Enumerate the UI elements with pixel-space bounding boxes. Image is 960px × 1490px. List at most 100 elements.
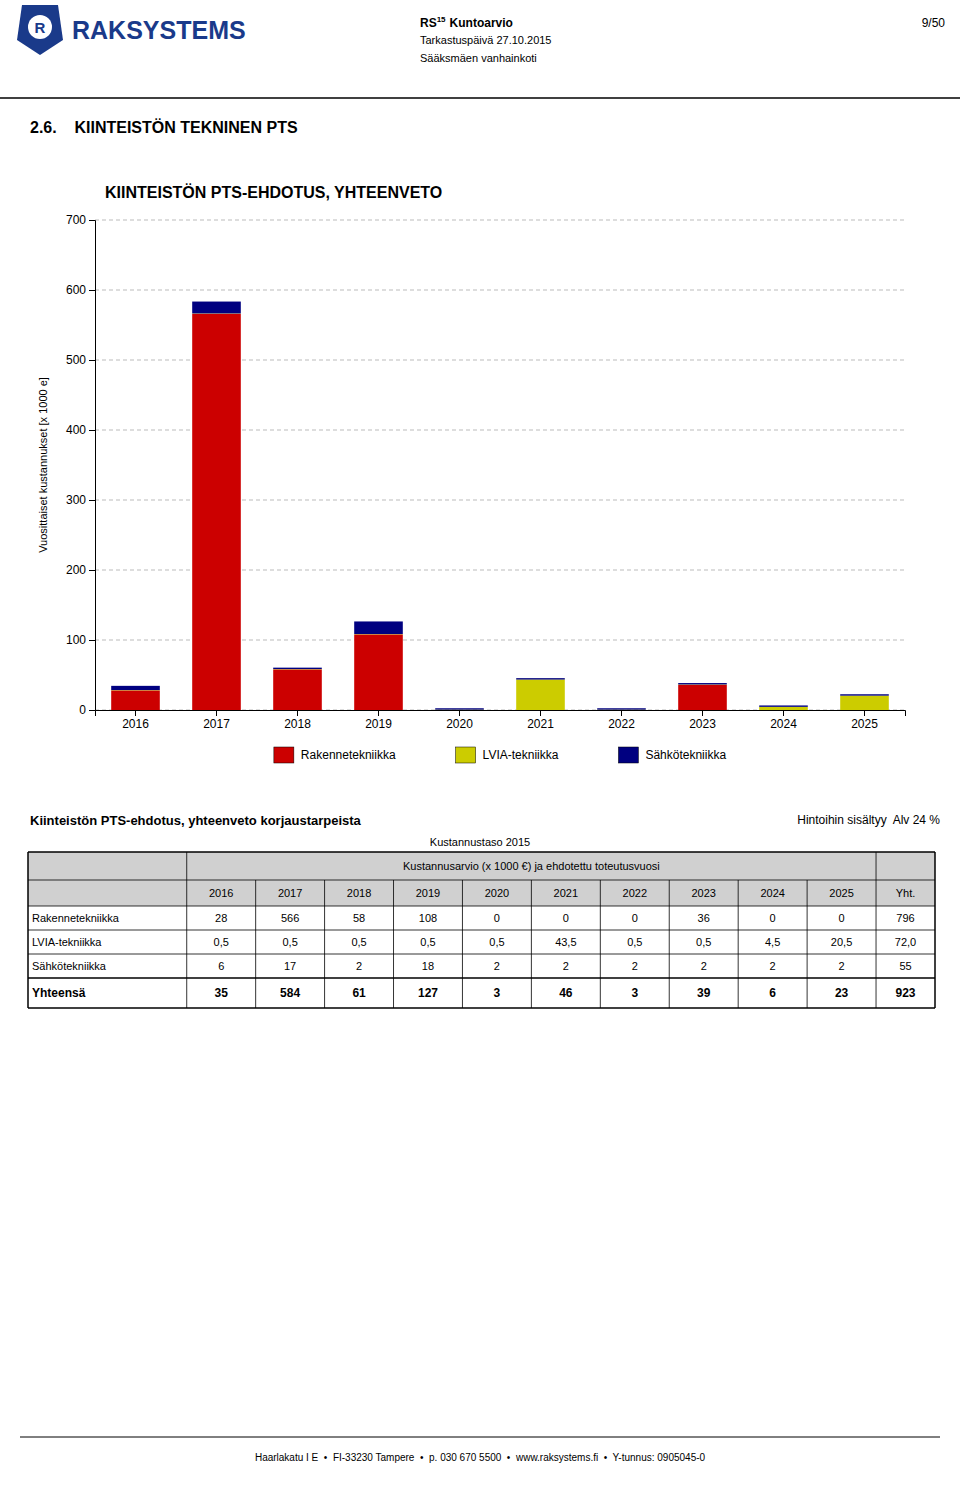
- tick: 2020: [446, 710, 473, 731]
- grid: [95, 220, 905, 710]
- tick-label: 2020: [446, 717, 473, 731]
- bar: [273, 668, 322, 669]
- bar: [678, 684, 727, 685]
- table-total-cell: 127: [418, 986, 438, 1000]
- bar: [192, 302, 241, 314]
- tick: 2024: [770, 710, 797, 731]
- table-cell: 2: [770, 960, 776, 972]
- bar: [192, 314, 241, 710]
- legend-label: Sähkötekniikka: [645, 748, 726, 762]
- tick: 2018: [284, 710, 311, 731]
- table-border: [28, 851, 935, 853]
- table-subtitle-right: Hintoihin sisältyy Alv 24 %: [797, 813, 940, 827]
- tick-label: 700: [66, 213, 86, 227]
- table-cell: 0: [632, 912, 638, 924]
- tick: 2017: [203, 710, 230, 731]
- table-cell: 36: [698, 912, 710, 924]
- table-col-header: Yht.: [896, 887, 916, 899]
- tick-label: 2017: [203, 717, 230, 731]
- tick-mark: [89, 290, 95, 291]
- table-col-line: [531, 880, 532, 1008]
- table-cell: 0,5: [696, 936, 711, 948]
- tick-mark: [89, 430, 95, 431]
- grid-line: [95, 220, 905, 221]
- table-total-label: Yhteensä: [32, 986, 86, 1000]
- table-cell: 0,5: [489, 936, 504, 948]
- bar: [435, 708, 484, 709]
- table-cell: 18: [422, 960, 434, 972]
- table-total-cell: 61: [352, 986, 366, 1000]
- legend-swatch: [274, 747, 294, 763]
- table-col-line: [462, 880, 463, 1008]
- tick: 100: [66, 633, 95, 647]
- table-cell: 43,5: [555, 936, 576, 948]
- y-axis: 0100200300400500600700: [66, 213, 96, 717]
- table-col-header: 2024: [760, 887, 784, 899]
- tick-mark: [540, 710, 541, 716]
- header-building: Sääksmäen vanhainkoti: [420, 52, 537, 64]
- legend-label: Rakennetekniikka: [301, 748, 396, 762]
- table-cell: 108: [419, 912, 437, 924]
- footer-text: Haarlakatu I E • FI-33230 Tampere • p. 0…: [255, 1452, 706, 1463]
- table-total-cell: 584: [280, 986, 300, 1000]
- tick-mark: [89, 360, 95, 361]
- table-cell: 2: [563, 960, 569, 972]
- table-cell: 2: [839, 960, 845, 972]
- grid-line: [95, 290, 905, 291]
- table-col-line: [738, 880, 739, 1008]
- tick-mark: [89, 220, 95, 221]
- tick-label: 2024: [770, 717, 797, 731]
- tick: 2025: [851, 710, 878, 731]
- page: RRAKSYSTEMSRS15KuntoarvioTarkastuspäivä …: [0, 0, 960, 1490]
- table-cell: 58: [353, 912, 365, 924]
- table-cell: 28: [215, 912, 227, 924]
- tick-mark: [378, 710, 379, 716]
- table-col-line: [255, 880, 256, 1008]
- tick-label: 2019: [365, 717, 392, 731]
- tick: 200: [66, 563, 95, 577]
- table-col-header: 2017: [278, 887, 302, 899]
- tick: 2022: [608, 710, 635, 731]
- bar: [516, 678, 565, 679]
- header-sup: 15: [437, 15, 446, 24]
- bar: [597, 708, 646, 709]
- table-cell: 72,0: [895, 936, 916, 948]
- table-cell: 2: [632, 960, 638, 972]
- table-cell: 0,5: [420, 936, 435, 948]
- table-cell: 566: [281, 912, 299, 924]
- table-title: Kiinteistön PTS-ehdotus, yhteenveto korj…: [30, 813, 362, 828]
- table-cell: 17: [284, 960, 296, 972]
- bar: [678, 683, 727, 684]
- table-col-line: [807, 880, 808, 1008]
- table-cell: 0: [770, 912, 776, 924]
- table-cell: 6: [218, 960, 224, 972]
- table-total-cell: 6: [769, 986, 776, 1000]
- table-border: [934, 852, 936, 1008]
- tick-mark: [783, 710, 784, 716]
- bar: [516, 680, 565, 710]
- header-divider: [0, 97, 960, 99]
- legend-label: LVIA-tekniikka: [483, 748, 559, 762]
- bar-series: [111, 313, 889, 710]
- table-total-cell: 35: [215, 986, 229, 1000]
- tick-mark: [135, 710, 136, 716]
- table-col-header: 2019: [416, 887, 440, 899]
- table-cell: 4,5: [765, 936, 780, 948]
- bar: [678, 685, 727, 710]
- tick-label: 0: [79, 703, 86, 717]
- logo-text: RAKSYSTEMS: [72, 16, 246, 44]
- tick: 2019: [365, 710, 392, 731]
- table-cell: 2: [356, 960, 362, 972]
- table-col-header: 2020: [485, 887, 509, 899]
- bar: [759, 705, 808, 706]
- legend-swatch: [456, 747, 476, 763]
- table-total-cell: 46: [559, 986, 573, 1000]
- tick-label: 100: [66, 633, 86, 647]
- table-cell: 0: [839, 912, 845, 924]
- table-cell: 2: [701, 960, 707, 972]
- table-cell: 796: [896, 912, 914, 924]
- table-cell: 0: [563, 912, 569, 924]
- tick-mark: [621, 710, 622, 716]
- table-col-header: 2016: [209, 887, 233, 899]
- table-col-header: 2022: [623, 887, 647, 899]
